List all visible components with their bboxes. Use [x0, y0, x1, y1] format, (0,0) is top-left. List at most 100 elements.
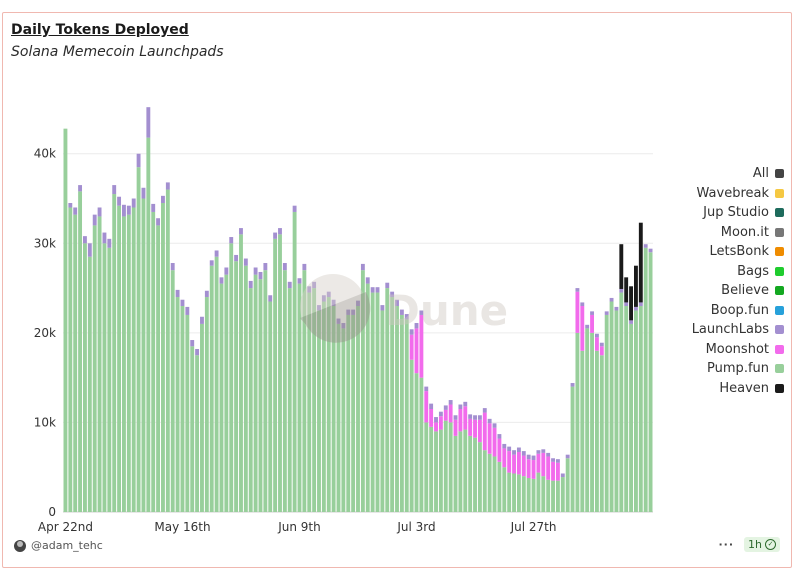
bar-segment-launchlabs[interactable]	[253, 267, 258, 275]
chart-title[interactable]: Daily Tokens Deployed	[11, 22, 189, 38]
bar-segment-pump-fun[interactable]	[141, 198, 146, 512]
bar-segment-launchlabs[interactable]	[468, 414, 473, 419]
bar-segment-launchlabs[interactable]	[234, 254, 239, 262]
bar-segment-pump-fun[interactable]	[351, 314, 356, 512]
bar-segment-launchlabs[interactable]	[122, 204, 126, 217]
bar-segment-pump-fun[interactable]	[414, 373, 419, 512]
more-menu-button[interactable]: ···	[718, 538, 735, 551]
bar-segment-launchlabs[interactable]	[351, 309, 356, 315]
bar-segment-launchlabs[interactable]	[609, 297, 614, 302]
bar-segment-moonshot[interactable]	[502, 448, 507, 468]
bar-segment-pump-fun[interactable]	[321, 301, 326, 512]
bar-segment-pump-fun[interactable]	[360, 270, 365, 512]
bar-segment-pump-fun[interactable]	[395, 306, 399, 512]
bar-segment-launchlabs[interactable]	[204, 290, 209, 298]
legend-item-letsbonk[interactable]: LetsBonk	[634, 242, 784, 262]
bar-segment-pump-fun[interactable]	[117, 205, 122, 512]
bar-segment-pump-fun[interactable]	[63, 128, 68, 512]
bar-segment-launchlabs[interactable]	[287, 281, 292, 289]
bar-segment-heaven[interactable]	[624, 277, 629, 303]
bar-segment-launchlabs[interactable]	[536, 450, 541, 454]
bar-segment-moonshot[interactable]	[599, 346, 604, 356]
bar-segment-moonshot[interactable]	[429, 409, 434, 427]
bar-segment-launchlabs[interactable]	[594, 333, 599, 338]
bar-segment-launchlabs[interactable]	[112, 185, 117, 195]
bar-segment-pump-fun[interactable]	[477, 442, 482, 512]
bar-segment-pump-fun[interactable]	[92, 225, 97, 512]
bar-segment-pump-fun[interactable]	[453, 435, 458, 512]
bar-segment-pump-fun[interactable]	[624, 306, 629, 512]
bar-segment-moonshot[interactable]	[434, 422, 438, 432]
bar-segment-pump-fun[interactable]	[292, 211, 297, 512]
bar-segment-pump-fun[interactable]	[614, 310, 619, 512]
bar-segment-pump-fun[interactable]	[643, 247, 648, 512]
bar-segment-launchlabs[interactable]	[292, 205, 297, 212]
bar-segment-launchlabs[interactable]	[424, 386, 429, 392]
bar-segment-pump-fun[interactable]	[78, 191, 83, 513]
legend-item-bags[interactable]: Bags	[634, 262, 784, 282]
bar-segment-pump-fun[interactable]	[258, 279, 263, 512]
bar-segment-launchlabs[interactable]	[161, 195, 165, 203]
bar-segment-pump-fun[interactable]	[448, 422, 453, 512]
bar-segment-launchlabs[interactable]	[643, 244, 648, 248]
bar-segment-launchlabs[interactable]	[512, 450, 516, 455]
bar-segment-launchlabs[interactable]	[395, 299, 399, 306]
bar-segment-pump-fun[interactable]	[497, 461, 502, 512]
bar-segment-launchlabs[interactable]	[321, 295, 326, 302]
bar-segment-pump-fun[interactable]	[390, 297, 395, 512]
bar-segment-pump-fun[interactable]	[146, 137, 151, 512]
bar-segment-launchlabs[interactable]	[239, 228, 243, 235]
bar-segment-pump-fun[interactable]	[253, 274, 258, 512]
bar-segment-pump-fun[interactable]	[112, 194, 117, 513]
bar-segment-pump-fun[interactable]	[156, 225, 161, 512]
bar-segment-launchlabs[interactable]	[248, 280, 253, 289]
bar-segment-launchlabs[interactable]	[390, 291, 395, 298]
bar-segment-launchlabs[interactable]	[331, 299, 336, 306]
bar-segment-pump-fun[interactable]	[185, 314, 190, 512]
bar-segment-pump-fun[interactable]	[278, 234, 282, 512]
bar-segment-launchlabs[interactable]	[78, 185, 83, 192]
bar-segment-pump-fun[interactable]	[175, 297, 180, 512]
bar-segment-pump-fun[interactable]	[570, 386, 575, 512]
bar-segment-pump-fun[interactable]	[161, 203, 165, 512]
bar-segment-heaven[interactable]	[638, 222, 643, 303]
bar-segment-launchlabs[interactable]	[619, 288, 624, 293]
bar-segment-launchlabs[interactable]	[117, 196, 122, 206]
bar-segment-launchlabs[interactable]	[195, 348, 200, 356]
bar-segment-launchlabs[interactable]	[448, 400, 453, 405]
legend-item-pump-fun[interactable]: Pump.fun	[634, 359, 784, 379]
bar-segment-launchlabs[interactable]	[629, 320, 633, 324]
bar-segment-launchlabs[interactable]	[273, 232, 278, 239]
bar-segment-pump-fun[interactable]	[629, 323, 633, 512]
legend-item-moonshot[interactable]: Moonshot	[634, 340, 784, 360]
bar-segment-pump-fun[interactable]	[648, 252, 653, 512]
bar-segment-launchlabs[interactable]	[434, 417, 438, 423]
bar-segment-moonshot[interactable]	[516, 451, 521, 475]
bar-segment-moonshot[interactable]	[448, 404, 453, 423]
bar-segment-launchlabs[interactable]	[604, 311, 609, 315]
bar-segment-pump-fun[interactable]	[409, 359, 414, 512]
bar-segment-launchlabs[interactable]	[429, 403, 434, 409]
bar-segment-pump-fun[interactable]	[73, 214, 78, 512]
bar-segment-launchlabs[interactable]	[473, 415, 477, 420]
bar-segment-launchlabs[interactable]	[575, 288, 580, 292]
bar-segment-launchlabs[interactable]	[141, 187, 146, 199]
bar-segment-heaven[interactable]	[629, 286, 633, 321]
legend-item-moon-it[interactable]: Moon.it	[634, 223, 784, 243]
bar-segment-pump-fun[interactable]	[151, 211, 156, 512]
bar-segment-moonshot[interactable]	[590, 314, 594, 333]
bar-segment-launchlabs[interactable]	[458, 404, 463, 409]
bar-segment-launchlabs[interactable]	[482, 408, 487, 413]
bar-segment-moonshot[interactable]	[419, 314, 424, 378]
bar-segment-pump-fun[interactable]	[214, 256, 219, 512]
bar-segment-launchlabs[interactable]	[531, 455, 536, 461]
bar-segment-launchlabs[interactable]	[546, 452, 551, 457]
bar-segment-pump-fun[interactable]	[180, 306, 185, 512]
bar-segment-pump-fun[interactable]	[429, 426, 434, 512]
bar-segment-pump-fun[interactable]	[287, 288, 292, 512]
bar-segment-pump-fun[interactable]	[219, 283, 224, 512]
bar-segment-launchlabs[interactable]	[87, 243, 92, 257]
bar-segment-moonshot[interactable]	[424, 391, 429, 423]
bar-segment-launchlabs[interactable]	[258, 271, 263, 280]
bar-segment-pump-fun[interactable]	[97, 216, 102, 512]
